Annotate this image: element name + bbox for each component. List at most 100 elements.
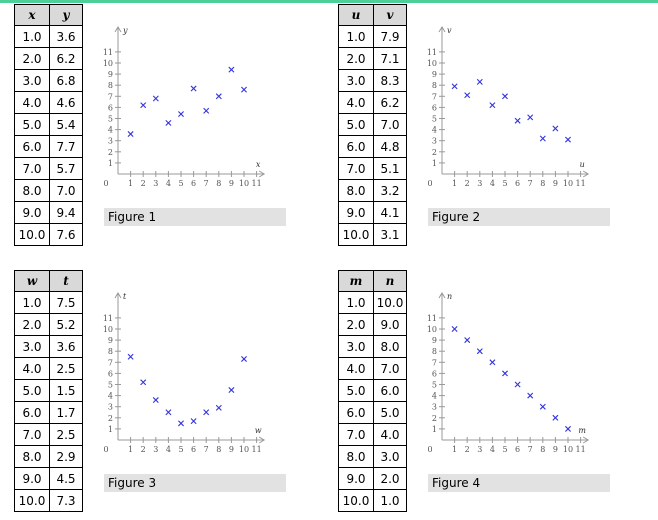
table-row: 10.0 3.1 xyxy=(338,223,407,246)
y-tick-label: 4 xyxy=(432,392,437,401)
table-row: 2.0 5.2 xyxy=(14,313,83,336)
table-row: 9.0 2.0 xyxy=(338,467,407,490)
y-value-cell: 1.7 xyxy=(49,401,83,424)
x-tick-label: 1 xyxy=(128,445,133,454)
x-tick-label: 8 xyxy=(540,445,545,454)
table-row: 7.0 5.7 xyxy=(14,157,83,180)
x-value-cell: 10.0 xyxy=(14,223,50,246)
x-value-cell: 3.0 xyxy=(14,335,50,358)
y-axis-name: v xyxy=(447,26,452,35)
origin-label: 0 xyxy=(103,179,108,188)
table-row: 9.0 4.5 xyxy=(14,467,83,490)
origin-label: 0 xyxy=(427,179,432,188)
y-tick-label: 6 xyxy=(108,369,113,378)
y-value-cell: 7.0 xyxy=(49,179,83,202)
x-value-cell: 5.0 xyxy=(14,379,50,402)
y-value-cell: 9.0 xyxy=(373,313,407,336)
y-tick-label: 3 xyxy=(432,403,437,412)
x-tick-label: 10 xyxy=(239,445,249,454)
x-tick-label: 1 xyxy=(452,179,457,188)
x-value-cell: 10.0 xyxy=(14,489,50,512)
x-value-cell: 2.0 xyxy=(338,47,374,70)
y-value-cell: 3.2 xyxy=(373,179,407,202)
x-value-cell: 7.0 xyxy=(14,423,50,446)
y-column-header: t xyxy=(49,270,83,292)
x-value-cell: 5.0 xyxy=(338,113,374,136)
x-value-cell: 7.0 xyxy=(338,157,374,180)
table-row: 6.0 4.8 xyxy=(338,135,407,158)
y-value-cell: 5.7 xyxy=(49,157,83,180)
y-tick-label: 2 xyxy=(108,414,113,423)
y-value-cell: 2.5 xyxy=(49,423,83,446)
y-value-cell: 7.0 xyxy=(373,113,407,136)
data-point xyxy=(215,93,222,100)
x-tick-label: 9 xyxy=(553,179,558,188)
x-value-cell: 8.0 xyxy=(14,445,50,468)
x-tick-label: 2 xyxy=(465,445,470,454)
data-table: u v 1.0 7.9 2.0 7.1 3.0 8.3 4.0 6.2 5.0 7.0 6.0 4.8 7.… xyxy=(338,4,407,246)
x-tick-label: 6 xyxy=(191,179,196,188)
x-axis-arrow xyxy=(258,170,266,178)
y-tick-label: 2 xyxy=(432,414,437,423)
y-tick-label: 1 xyxy=(432,425,437,434)
data-point xyxy=(552,414,559,421)
x-value-cell: 4.0 xyxy=(14,357,50,380)
x-tick-label: 3 xyxy=(153,445,158,454)
y-tick-label: 11 xyxy=(427,314,437,323)
table-row: 8.0 3.0 xyxy=(338,445,407,468)
x-value-cell: 9.0 xyxy=(14,201,50,224)
data-point xyxy=(502,93,508,100)
y-value-cell: 7.5 xyxy=(49,291,83,314)
y-value-cell: 7.0 xyxy=(373,357,407,380)
x-tick-label: 4 xyxy=(166,445,171,454)
data-point xyxy=(178,420,184,427)
x-tick-label: 3 xyxy=(477,179,482,188)
data-point xyxy=(451,83,458,90)
figure-panel-2: u v 1.0 7.9 2.0 7.1 3.0 8.3 4.0 6.2 5.0 7.0 6.0 4.8 7.… xyxy=(338,4,638,254)
y-value-cell: 1.0 xyxy=(373,489,407,512)
x-column-header: w xyxy=(14,270,50,292)
x-value-cell: 3.0 xyxy=(14,69,50,92)
y-axis-arrow xyxy=(114,26,122,33)
y-axis-arrow xyxy=(438,292,446,299)
table-row: 7.0 2.5 xyxy=(14,423,83,446)
y-value-cell: 3.1 xyxy=(373,223,407,246)
y-value-cell: 2.5 xyxy=(49,357,83,380)
table-row: 1.0 3.6 xyxy=(14,25,83,48)
table-row: 10.0 7.3 xyxy=(14,489,83,512)
x-value-cell: 10.0 xyxy=(338,489,374,512)
data-point xyxy=(565,136,571,143)
figure-panel-4: m n 1.0 10.0 2.0 9.0 3.0 8.0 4.0 7.0 5.0 6.0 6.0 5.0 7… xyxy=(338,270,638,520)
x-value-cell: 4.0 xyxy=(338,91,374,114)
table-row: 10.0 1.0 xyxy=(338,489,407,512)
x-tick-label: 10 xyxy=(563,179,573,188)
y-value-cell: 2.0 xyxy=(373,467,407,490)
y-tick-label: 9 xyxy=(432,70,437,79)
table-row: 4.0 2.5 xyxy=(14,357,83,380)
table-row: 3.0 6.8 xyxy=(14,69,83,92)
x-value-cell: 4.0 xyxy=(14,91,50,114)
data-point xyxy=(552,125,559,132)
y-tick-label: 6 xyxy=(108,103,113,112)
y-tick-label: 1 xyxy=(432,159,437,168)
y-tick-label: 9 xyxy=(108,336,113,345)
x-value-cell: 5.0 xyxy=(338,379,374,402)
table-row: 4.0 6.2 xyxy=(338,91,407,114)
y-tick-label: 3 xyxy=(108,137,113,146)
x-axis-name: w xyxy=(255,426,262,435)
y-tick-label: 5 xyxy=(108,115,113,124)
y-tick-label: 1 xyxy=(108,425,113,434)
table-row: 9.0 4.1 xyxy=(338,201,407,224)
x-axis-name: x xyxy=(256,160,261,169)
x-column-header: x xyxy=(14,4,50,26)
y-value-cell: 8.0 xyxy=(373,335,407,358)
y-tick-label: 11 xyxy=(103,314,113,323)
y-column-header: v xyxy=(373,4,407,26)
y-axis-name: t xyxy=(123,292,127,301)
y-value-cell: 4.0 xyxy=(373,423,407,446)
table-row: 1.0 7.9 xyxy=(338,25,407,48)
y-value-cell: 5.1 xyxy=(373,157,407,180)
x-tick-label: 10 xyxy=(563,445,573,454)
